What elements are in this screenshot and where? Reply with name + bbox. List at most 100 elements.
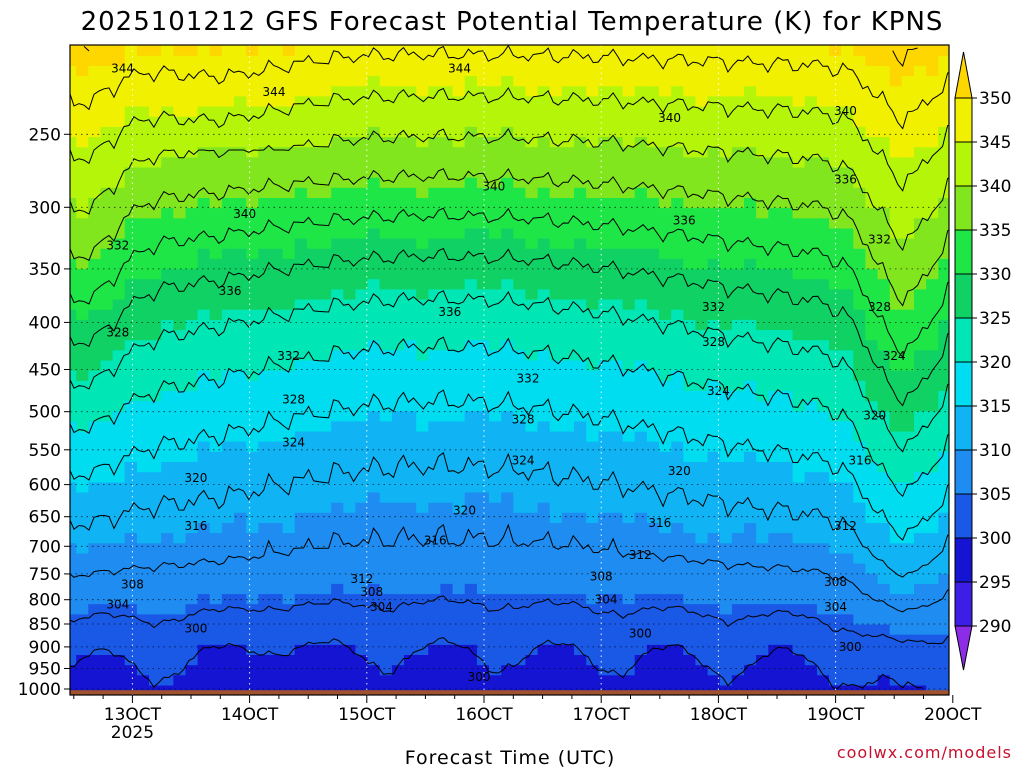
field-cell — [525, 603, 539, 615]
field-cell — [367, 644, 381, 655]
field-cell — [136, 623, 150, 635]
y-tick-label: 550 — [29, 441, 61, 461]
field-cell — [367, 512, 381, 523]
field-cell — [914, 329, 927, 341]
field-cell — [877, 471, 891, 483]
field-cell — [452, 491, 466, 503]
field-cell — [914, 95, 927, 107]
field-cell — [610, 268, 624, 280]
field-cell — [343, 532, 356, 544]
field-cell — [331, 603, 344, 615]
field-cell — [634, 248, 648, 259]
field-cell — [634, 309, 648, 320]
field-cell — [501, 156, 514, 168]
field-cell — [209, 156, 223, 168]
field-cell — [659, 593, 672, 605]
field-cell — [173, 410, 186, 422]
field-cell — [586, 573, 599, 584]
field-cell — [622, 634, 636, 645]
field-cell — [671, 217, 684, 229]
field-cell — [379, 116, 393, 127]
field-cell — [622, 563, 636, 574]
field-cell — [853, 217, 866, 229]
field-cell — [841, 85, 854, 97]
field-cell — [901, 319, 915, 330]
field-cell — [270, 75, 284, 87]
field-cell — [440, 288, 454, 300]
field-cell — [853, 491, 866, 503]
field-cell — [234, 583, 247, 595]
field-cell — [136, 258, 150, 270]
field-cell — [270, 319, 284, 330]
field-cell — [124, 217, 138, 229]
field-cell — [209, 634, 223, 645]
field-cell — [586, 278, 599, 290]
field-cell — [70, 156, 77, 168]
field-cell — [901, 207, 915, 219]
field-cell — [537, 380, 551, 391]
field-cell — [294, 430, 308, 442]
field-cell — [209, 644, 223, 655]
field-cell — [161, 613, 174, 625]
field-cell — [622, 654, 636, 666]
field-cell — [258, 126, 271, 138]
field-cell — [209, 298, 223, 310]
field-cell — [610, 248, 624, 259]
field-cell — [149, 207, 162, 219]
field-cell — [816, 146, 830, 158]
field-cell — [695, 684, 709, 695]
field-cell — [804, 542, 818, 554]
field-cell — [731, 146, 745, 158]
field-cell — [331, 177, 344, 188]
field-cell — [731, 552, 745, 564]
field-cell — [865, 684, 879, 695]
field-cell — [622, 288, 636, 300]
field-cell — [258, 207, 271, 219]
field-cell — [841, 420, 854, 432]
field-cell — [719, 85, 733, 97]
field-cell — [391, 85, 405, 97]
field-cell — [671, 359, 684, 371]
field-cell — [901, 684, 915, 695]
field-cell — [100, 197, 114, 209]
field-cell — [744, 613, 757, 625]
field-cell — [234, 227, 247, 239]
field-cell — [161, 55, 174, 66]
field-cell — [865, 136, 879, 148]
field-cell — [646, 319, 660, 330]
field-cell — [926, 380, 939, 391]
field-cell — [889, 512, 903, 523]
field-cell — [646, 146, 660, 158]
field-cell — [926, 238, 939, 249]
field-cell — [246, 126, 259, 138]
field-cell — [634, 451, 648, 462]
field-cell — [816, 65, 830, 77]
field-cell — [780, 116, 794, 127]
field-cell — [744, 410, 757, 422]
field-cell — [622, 451, 636, 462]
field-cell — [719, 319, 733, 330]
field-cell — [404, 481, 417, 493]
field-cell — [768, 491, 781, 503]
contour-label: 324 — [282, 436, 305, 450]
field-cell — [367, 359, 381, 371]
field-cell — [331, 329, 344, 341]
field-cell — [379, 370, 393, 381]
field-cell — [161, 380, 174, 391]
field-cell — [367, 278, 381, 290]
field-cell — [282, 339, 296, 351]
field-cell — [70, 613, 77, 625]
field-cell — [112, 75, 126, 87]
field-cell — [634, 217, 648, 229]
field-cell — [319, 359, 332, 371]
field-cell — [294, 481, 308, 493]
field-cell — [731, 116, 745, 127]
field-cell — [343, 430, 356, 442]
field-cell — [343, 623, 356, 635]
field-cell — [440, 126, 454, 138]
field-cell — [185, 583, 199, 595]
field-cell — [561, 359, 575, 371]
field-cell — [464, 441, 478, 452]
field-cell — [707, 359, 721, 371]
field-cell — [889, 420, 903, 432]
